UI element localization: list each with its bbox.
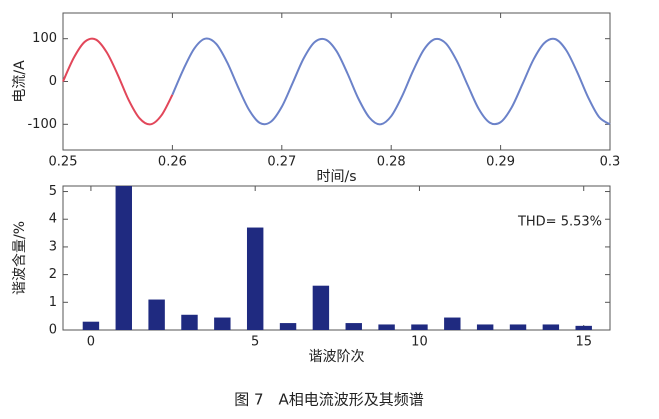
x-tick-label: 0.26 bbox=[158, 155, 187, 170]
x-tick-label: 10 bbox=[411, 335, 428, 350]
annotation: THD= 5.53% bbox=[517, 215, 602, 230]
x-tick-label: 15 bbox=[575, 335, 592, 350]
x-tick-label: 0 bbox=[87, 335, 95, 350]
x-tick-label: 5 bbox=[251, 335, 259, 350]
x-tick-label: 0.25 bbox=[49, 155, 78, 170]
bar bbox=[115, 186, 132, 330]
bar bbox=[148, 299, 165, 330]
bar bbox=[345, 323, 362, 330]
y-tick-label: 1 bbox=[49, 295, 57, 310]
x-axis-label: 谐波阶次 bbox=[309, 349, 365, 365]
y-tick-label: 100 bbox=[32, 31, 57, 46]
bar bbox=[279, 323, 297, 330]
plot-frame bbox=[62, 185, 611, 331]
x-tick-label: 0.28 bbox=[377, 155, 406, 170]
y-tick-label: 4 bbox=[49, 212, 57, 227]
bar bbox=[509, 324, 527, 330]
bar bbox=[181, 314, 198, 330]
y-tick-label: 0 bbox=[49, 323, 57, 338]
x-tick-label: 0.27 bbox=[267, 155, 296, 170]
y-tick-label: 5 bbox=[49, 184, 57, 199]
current-line bbox=[62, 37, 174, 126]
bar bbox=[82, 321, 100, 330]
bar bbox=[378, 324, 395, 330]
y-axis-label: 电流/A bbox=[12, 60, 28, 103]
bar bbox=[312, 285, 330, 330]
caption: 图 7 A相电流波形及其频谱 bbox=[234, 391, 424, 409]
x-axis-label: 时间/s bbox=[316, 169, 356, 185]
y-tick-label: -100 bbox=[27, 117, 57, 132]
plot-frame bbox=[62, 12, 611, 151]
y-axis-label: 谐波含量/% bbox=[12, 221, 28, 295]
x-tick-label: 0.29 bbox=[486, 155, 515, 170]
bar bbox=[214, 317, 231, 330]
bar bbox=[411, 324, 428, 330]
bar bbox=[444, 317, 461, 330]
current-line bbox=[171, 37, 611, 126]
y-tick-label: 0 bbox=[49, 74, 57, 89]
bar bbox=[542, 324, 560, 330]
bar bbox=[476, 324, 494, 330]
y-tick-label: 2 bbox=[49, 267, 57, 282]
bar bbox=[246, 227, 264, 330]
y-tick-label: 3 bbox=[49, 239, 57, 254]
x-tick-label: 0.3 bbox=[600, 155, 621, 170]
bar bbox=[575, 325, 592, 330]
